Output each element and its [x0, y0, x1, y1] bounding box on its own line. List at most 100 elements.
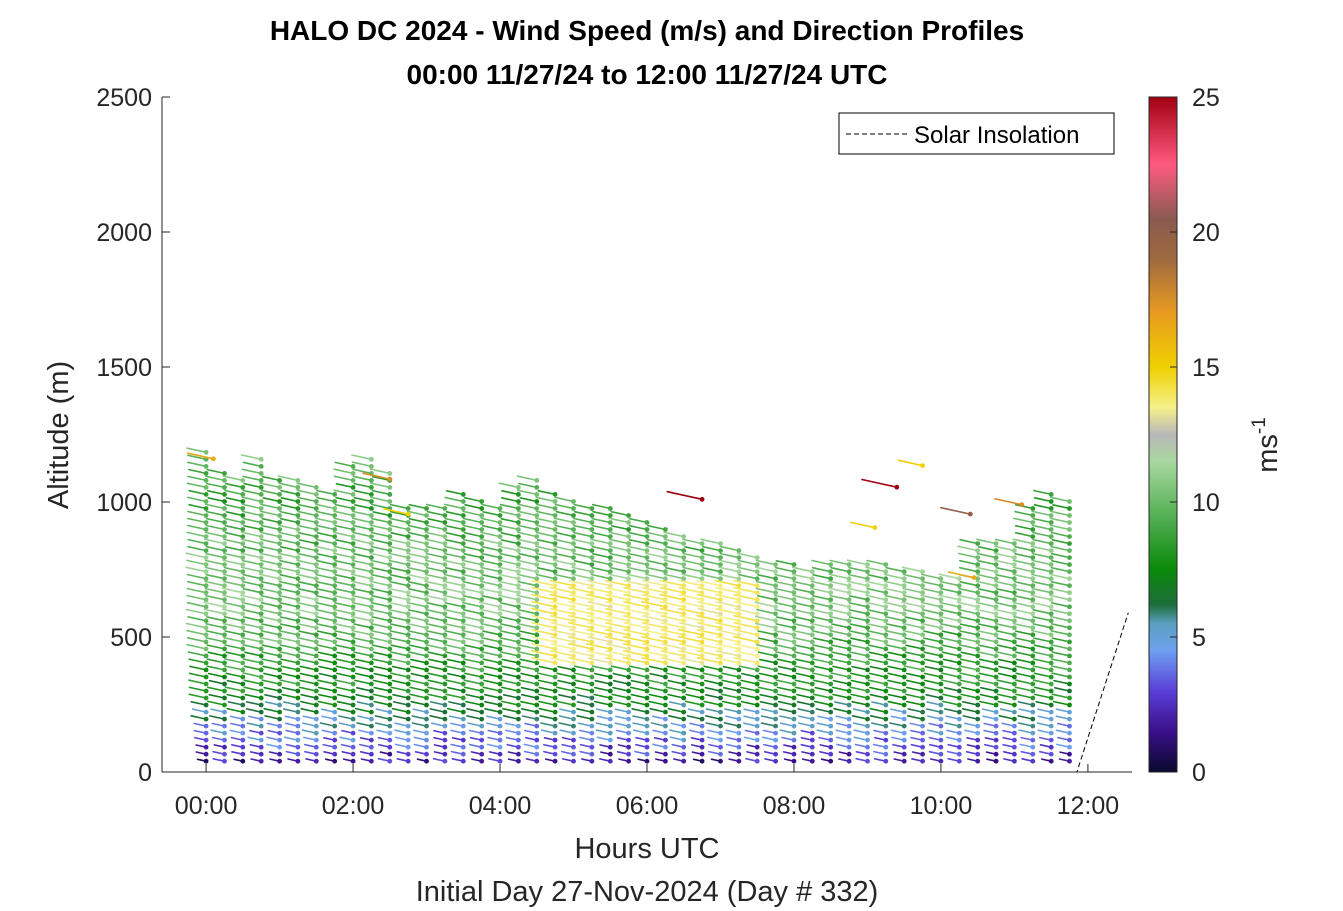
wind-barb-point — [460, 674, 466, 680]
wind-barb-point — [571, 639, 576, 645]
wind-barb-point — [754, 674, 760, 680]
wind-barb — [567, 642, 593, 650]
wind-barb-point — [332, 548, 338, 553]
wind-barb-point — [534, 520, 540, 525]
wind-barb — [498, 643, 520, 650]
wind-barb-point — [956, 632, 962, 638]
wind-barb — [519, 637, 538, 643]
wind-barb — [904, 616, 924, 622]
wind-barb-point — [1012, 751, 1017, 757]
wind-barb-point — [589, 527, 595, 532]
wind-barb — [704, 693, 722, 699]
wind-barb — [922, 644, 942, 650]
wind-barb — [627, 545, 648, 552]
wind-barb-point — [497, 688, 503, 694]
wind-barb-point — [424, 716, 429, 722]
wind-barb — [775, 679, 795, 685]
wind-barb-point — [222, 688, 227, 694]
wind-barb — [812, 637, 832, 643]
wind-barb-point — [203, 611, 209, 617]
wind-barb — [370, 573, 391, 580]
wind-barb — [647, 686, 667, 692]
wind-barb-point — [975, 583, 981, 589]
wind-barb-point — [589, 597, 595, 603]
wind-barb-point — [993, 604, 999, 610]
wind-barb-point — [497, 548, 503, 553]
wind-barb-point — [295, 737, 301, 743]
wind-barb — [335, 665, 354, 671]
wind-barb-point — [644, 723, 650, 729]
wind-barb — [612, 679, 630, 685]
wind-barb — [962, 715, 979, 720]
wind-barb-point — [718, 688, 723, 694]
wind-barb-point — [571, 688, 576, 694]
wind-barb — [530, 600, 556, 608]
wind-barb-point — [1067, 660, 1072, 666]
wind-barb-point — [497, 597, 503, 603]
wind-barb — [407, 531, 428, 538]
wind-barb-point — [442, 569, 448, 575]
wind-barb-point — [607, 709, 613, 715]
wind-barb-point — [313, 674, 319, 680]
wind-barb — [223, 615, 244, 622]
wind-barb-point — [956, 646, 962, 652]
wind-barb-point — [626, 590, 631, 596]
wind-barb-point — [1030, 562, 1036, 567]
wind-barb-point — [332, 695, 338, 701]
wind-barb-point — [479, 499, 485, 504]
wind-barb-point — [277, 492, 282, 497]
wind-barb — [388, 559, 410, 566]
wind-barb-point — [663, 541, 668, 546]
wind-barb-point — [405, 709, 411, 715]
wind-barb-point — [516, 513, 521, 518]
wind-barb-point — [313, 681, 319, 687]
wind-barb-point — [699, 555, 705, 560]
wind-barb — [317, 658, 336, 664]
wind-barb-point — [846, 702, 852, 708]
wind-barb — [362, 472, 391, 480]
wind-barb-point — [295, 702, 301, 708]
wind-barb-point — [479, 730, 485, 736]
wind-barb — [994, 601, 1016, 608]
wind-barb-point — [350, 604, 356, 610]
wind-barb-point — [1067, 520, 1072, 525]
wind-barb-point — [222, 478, 227, 483]
wind-barb-point — [240, 520, 246, 525]
wind-barb-point — [369, 625, 374, 631]
wind-barb — [296, 524, 318, 531]
wind-barb — [332, 566, 354, 573]
wind-barb-point — [571, 604, 576, 610]
wind-barb — [539, 714, 556, 720]
wind-barb — [832, 665, 850, 671]
wind-barb — [591, 531, 612, 538]
wind-barb-point — [203, 555, 209, 560]
wind-barb — [483, 672, 501, 678]
wind-barb — [1050, 531, 1071, 538]
wind-barb — [757, 679, 777, 685]
wind-barb — [461, 629, 483, 636]
wind-barb-point — [681, 597, 687, 603]
wind-barb-point — [626, 555, 631, 560]
wind-barb — [371, 566, 391, 573]
wind-barb-point — [222, 730, 227, 736]
wind-barb — [244, 651, 263, 657]
wind-barb-point — [497, 513, 503, 518]
wind-barb — [336, 707, 354, 713]
wind-barb-point — [1012, 618, 1017, 624]
wind-barb-point — [589, 639, 595, 645]
wind-barb — [443, 545, 465, 552]
wind-barb-point — [975, 590, 981, 596]
wind-barb — [351, 643, 373, 650]
wind-barb-point — [571, 583, 576, 589]
wind-barb-point — [534, 478, 540, 483]
wind-barb-point — [718, 541, 723, 546]
wind-barb — [685, 686, 703, 692]
wind-barb-point — [313, 534, 319, 539]
wind-barb-point — [258, 541, 264, 546]
wind-barb — [959, 616, 979, 622]
wind-barb — [828, 573, 850, 580]
wind-barb-point — [607, 527, 613, 532]
wind-barb — [531, 586, 556, 594]
wind-barb — [997, 700, 1016, 706]
wind-barb — [665, 686, 685, 692]
